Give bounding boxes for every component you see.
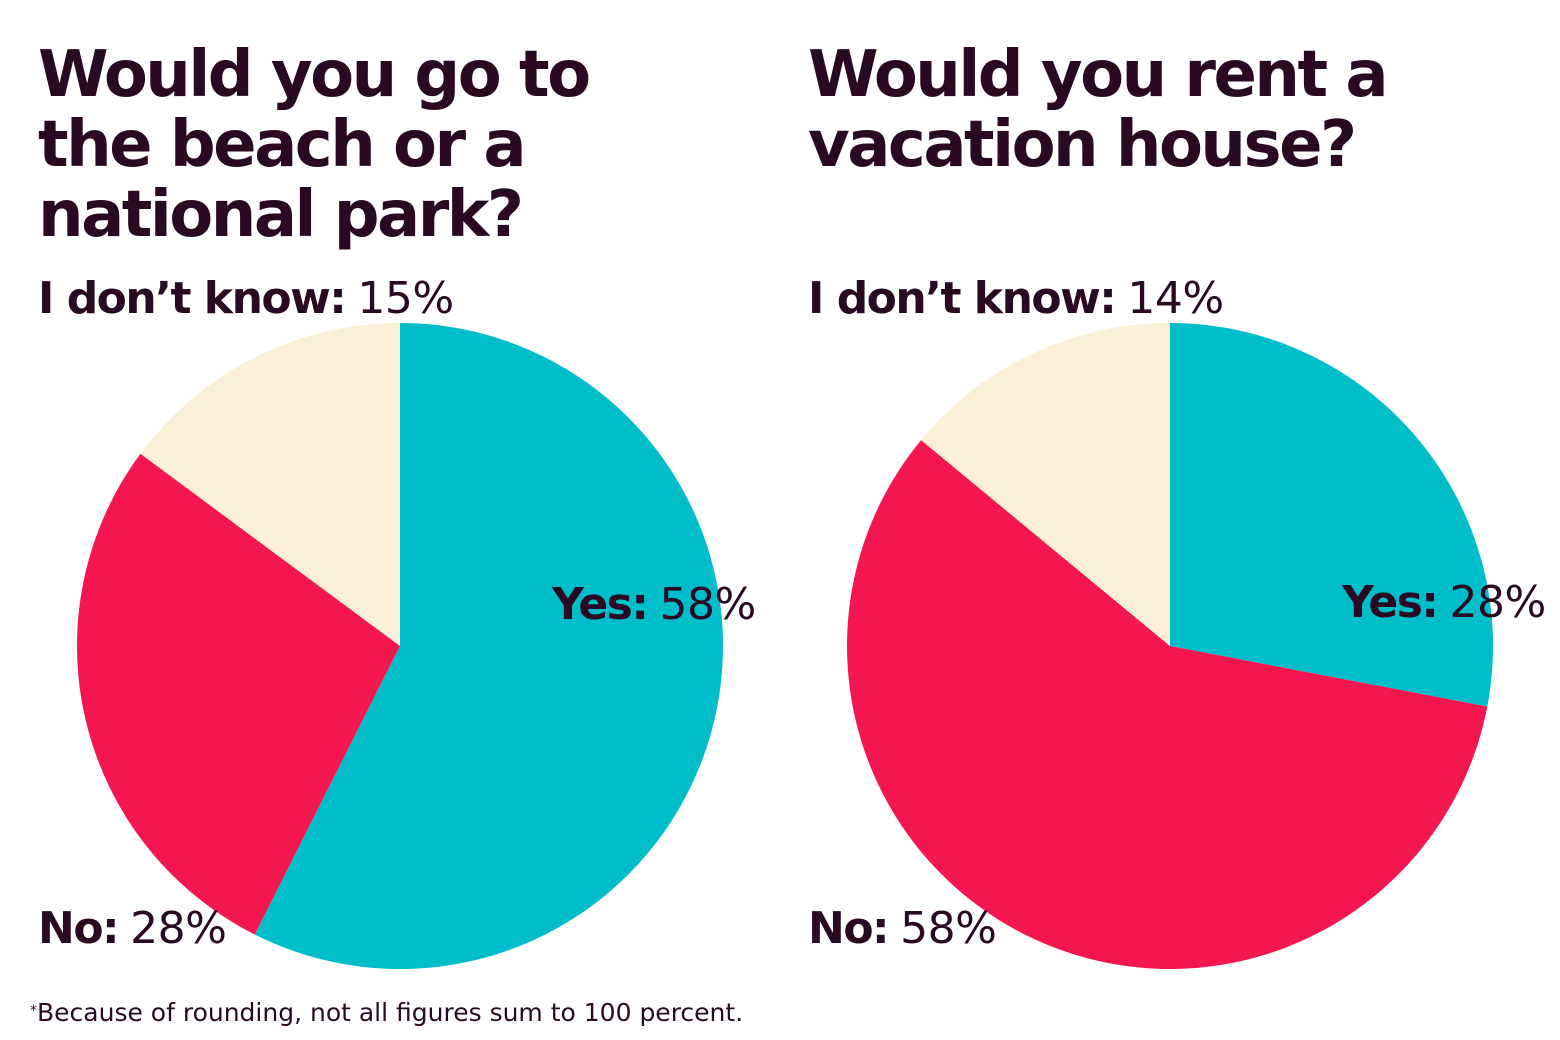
chart-panel-beach-or-park: Would you go to the beach or a national … <box>0 0 770 990</box>
slice-label-yes: Yes: 58% <box>552 580 756 630</box>
pie-slice-i-dont-know <box>140 323 400 646</box>
slice-label-text: I don’t know: <box>38 273 347 324</box>
footnote-marker: * <box>30 1003 37 1019</box>
slice-label-yes: Yes: 28% <box>1342 578 1546 628</box>
slice-label-text: Yes: <box>1342 577 1439 628</box>
slice-label-no: No: 28% <box>38 903 227 954</box>
chart-title: Would you go to the beach or a national … <box>38 38 591 252</box>
slice-label-value: 58% <box>900 903 997 954</box>
slice-label-text: I don’t know: <box>808 273 1117 324</box>
pie-slice-no <box>847 440 1488 969</box>
pie-chart <box>847 323 1494 969</box>
slice-label-value: 28% <box>130 903 227 954</box>
pie-slice-no <box>77 453 400 935</box>
pie-chart <box>77 323 723 969</box>
footnote: *Because of rounding, not all figures su… <box>30 996 743 1030</box>
chart-panel-vacation-house: Would you rent a vacation house? I don’t… <box>770 0 1546 990</box>
slice-label-i-dont-know: I don’t know: 15% <box>38 274 454 324</box>
slice-label-value: 58% <box>659 579 756 630</box>
slice-label-text: Yes: <box>552 579 649 630</box>
slice-label-text: No: <box>808 903 890 954</box>
slice-label-no: No: 58% <box>808 903 997 954</box>
footnote-text: Because of rounding, not all figures sum… <box>37 998 744 1027</box>
chart-title: Would you rent a vacation house? <box>808 38 1389 182</box>
slice-label-value: 28% <box>1449 577 1546 628</box>
slice-label-text: No: <box>38 903 120 954</box>
pie-slice-yes <box>254 323 723 969</box>
slice-label-value: 14% <box>1127 273 1224 324</box>
slice-label-value: 15% <box>357 273 454 324</box>
pie-slice-yes <box>1170 323 1494 707</box>
pie-slice-i-dont-know <box>921 323 1170 646</box>
slice-label-i-dont-know: I don’t know: 14% <box>808 274 1224 324</box>
